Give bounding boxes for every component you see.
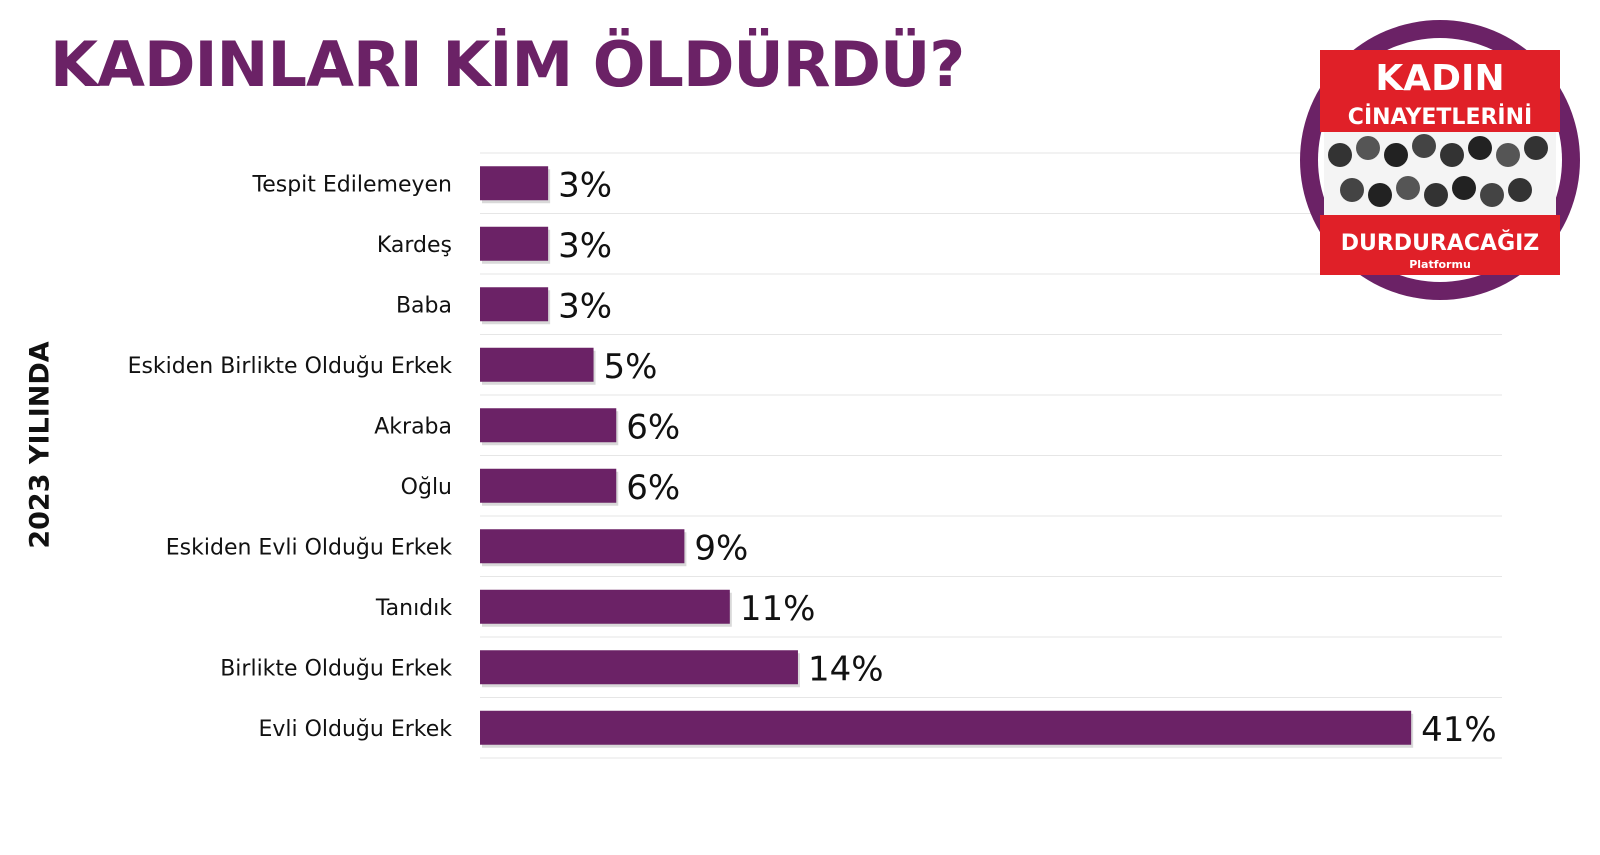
- platform-logo: KADIN CİNAYETLERİNİ DURDURACAĞIZ Platfor…: [1300, 20, 1580, 300]
- category-label: Birlikte Olduğu Erkek: [220, 656, 452, 681]
- category-label: Tespit Edilemeyen: [252, 172, 452, 197]
- logo-line4: Platformu: [1409, 258, 1471, 271]
- bar: [480, 347, 594, 382]
- bar: [480, 468, 617, 503]
- bar: [480, 226, 549, 261]
- value-label: 11%: [740, 589, 816, 629]
- bar: [480, 589, 730, 624]
- category-label: Oğlu: [401, 475, 452, 500]
- value-label: 14%: [808, 649, 884, 689]
- logo-line3: DURDURACAĞIZ: [1341, 230, 1540, 256]
- value-label: 9%: [694, 528, 748, 568]
- value-label: 3%: [558, 165, 612, 205]
- logo-bottom-band: [1320, 215, 1560, 275]
- value-label: 3%: [558, 286, 612, 326]
- bar: [480, 166, 549, 201]
- bar: [480, 408, 617, 443]
- category-label: Baba: [396, 293, 452, 318]
- category-label: Tanıdık: [375, 596, 452, 621]
- category-label: Akraba: [374, 414, 452, 439]
- logo-faces-icon: [1324, 132, 1556, 215]
- logo-line2: CİNAYETLERİNİ: [1348, 104, 1532, 130]
- page-title: KADINLARI KİM ÖLDÜRDÜ?: [50, 28, 965, 101]
- category-label: Evli Olduğu Erkek: [258, 717, 452, 742]
- category-label: Eskiden Birlikte Olduğu Erkek: [128, 354, 453, 379]
- bar: [480, 529, 685, 564]
- bar: [480, 287, 549, 322]
- value-label: 3%: [558, 226, 612, 266]
- value-label: 6%: [626, 407, 680, 447]
- category-label: Kardeş: [377, 233, 452, 258]
- logo-top-band: [1320, 50, 1560, 132]
- value-label: 6%: [626, 468, 680, 508]
- bar: [480, 650, 798, 685]
- value-label: 41%: [1421, 710, 1497, 750]
- bar: [480, 710, 1412, 745]
- value-label: 5%: [604, 347, 658, 387]
- category-label: Eskiden Evli Olduğu Erkek: [166, 535, 452, 560]
- logo-line1: KADIN: [1375, 58, 1504, 99]
